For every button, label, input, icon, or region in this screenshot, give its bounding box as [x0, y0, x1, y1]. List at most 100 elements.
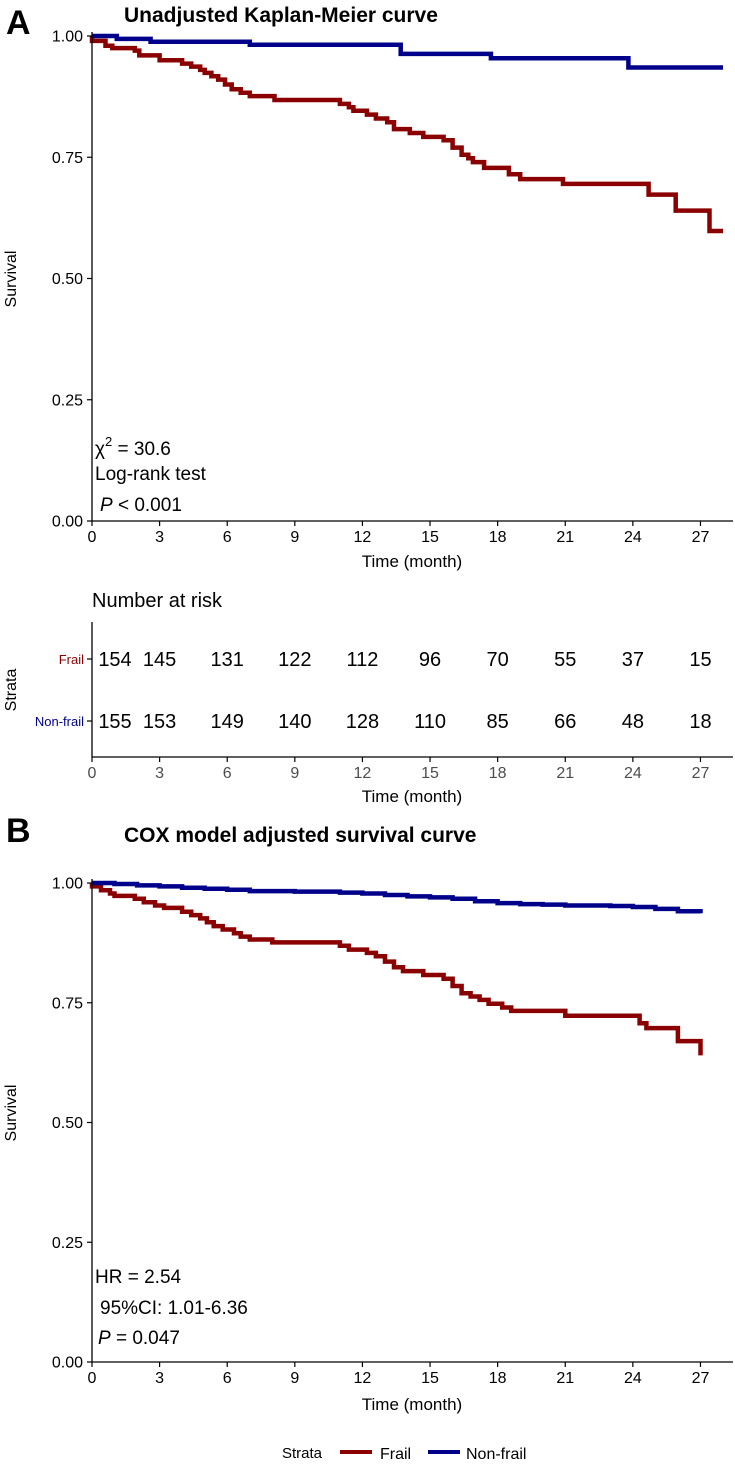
panel-b-y-axis-title: Survival	[3, 1085, 20, 1142]
legend-title: Strata	[282, 1445, 323, 1462]
x-tick-label: 9	[290, 1370, 299, 1387]
panel-b-letter: B	[6, 812, 31, 850]
legend-label-nonfrail: Non-frail	[466, 1446, 526, 1463]
risk-cell: 145	[143, 649, 176, 671]
p-value: < 0.001	[113, 495, 182, 516]
risk-cell: 155	[98, 711, 131, 733]
risk-cell: 96	[419, 649, 441, 671]
panel-a-x-axis-title: Time (month)	[362, 552, 462, 571]
confidence-interval-text: 95%CI: 1.01-6.36	[100, 1298, 248, 1319]
x-tick-label: 15	[421, 529, 439, 546]
risk-x-tick-label: 21	[556, 765, 574, 782]
risk-cell: 15	[689, 649, 711, 671]
risk-cell: 55	[554, 649, 576, 671]
chi-superscript: 2	[105, 434, 112, 449]
p-value: = 0.047	[111, 1328, 180, 1349]
legend: Strata Frail Non-frail	[282, 1445, 526, 1463]
panel-b: B COX model adjusted survival curve 0.00…	[3, 812, 733, 1414]
risk-cell: 37	[622, 649, 644, 671]
y-tick-label: 0.25	[52, 392, 83, 409]
legend-label-frail: Frail	[380, 1446, 411, 1463]
risk-x-tick-label: 6	[223, 765, 232, 782]
p-value-text: P < 0.001	[100, 495, 182, 516]
risk-x-tick-label: 18	[489, 765, 507, 782]
risk-cell: 110	[414, 711, 446, 733]
x-tick-label: 6	[223, 1370, 232, 1387]
risk-cell: 48	[622, 711, 644, 733]
y-tick-label: 0.50	[52, 271, 83, 288]
risk-x-tick-label: 15	[421, 765, 439, 782]
cox-plot: 0.00 0.25 0.50 0.75 1.00 0 3 6 9 12 15 18 21 24 27	[52, 876, 733, 1387]
risk-table-title: Number at risk	[92, 590, 223, 612]
panel-a-y-axis-title: Survival	[3, 251, 20, 308]
y-tick-label: 1.00	[52, 29, 83, 46]
risk-cell: 131	[211, 649, 244, 671]
risk-table-x-axis-title: Time (month)	[362, 787, 462, 806]
x-tick-label: 21	[556, 1370, 574, 1387]
series-line-frail	[89, 883, 703, 1056]
risk-x-tick-label: 0	[88, 765, 97, 782]
x-tick-label: 6	[223, 529, 232, 546]
chi-symbol: χ	[95, 439, 105, 460]
risk-cell: 122	[278, 649, 311, 671]
panel-a-letter: A	[6, 4, 31, 42]
x-tick-label: 27	[692, 529, 710, 546]
series-line-non-frail	[92, 880, 703, 914]
risk-cell: 128	[346, 711, 379, 733]
y-tick-label: 0.00	[52, 514, 83, 531]
panel-a: A Unadjusted Kaplan-Meier curve 0.00 0.25…	[3, 4, 733, 571]
risk-x-tick-label: 12	[354, 765, 372, 782]
x-tick-label: 3	[155, 1370, 164, 1387]
risk-x-tick-label: 9	[290, 765, 299, 782]
p-symbol: P	[98, 1328, 111, 1349]
chi-value: = 30.6	[112, 439, 171, 460]
risk-cell: 149	[211, 711, 244, 733]
series-line-frail	[89, 36, 723, 234]
x-tick-label: 24	[624, 529, 642, 546]
p-value-text: P = 0.047	[98, 1328, 180, 1349]
risk-row-label-frail: Frail	[59, 652, 84, 667]
risk-x-tick-label: 24	[624, 765, 642, 782]
risk-table-strata-title: Strata	[3, 669, 20, 712]
x-tick-label: 15	[421, 1370, 439, 1387]
risk-x-tick-label: 27	[692, 765, 710, 782]
risk-x-tick-label: 3	[155, 765, 164, 782]
km-plot: 0.00 0.25 0.50 0.75 1.00 0 3 6 9 12 15 18 21 24 27	[52, 29, 733, 546]
y-tick-label: 1.00	[52, 876, 83, 893]
risk-cell: 154	[98, 649, 131, 671]
risk-table: Number at risk Strata Frail 154 145 131 122 1…	[3, 590, 733, 806]
panel-b-x-axis-title: Time (month)	[362, 1395, 462, 1414]
cox-annotation: HR = 2.54 95%CI: 1.01-6.36 P = 0.047	[95, 1267, 248, 1349]
y-tick-label: 0.50	[52, 1115, 83, 1132]
risk-cell: 112	[346, 649, 378, 671]
risk-cell: 153	[143, 711, 176, 733]
x-tick-label: 24	[624, 1370, 642, 1387]
logrank-annotation: χ2 = 30.6 Log-rank test P < 0.001	[95, 434, 207, 516]
x-tick-label: 18	[489, 1370, 507, 1387]
x-tick-label: 18	[489, 529, 507, 546]
x-tick-label: 12	[354, 529, 372, 546]
x-tick-label: 27	[692, 1370, 710, 1387]
risk-row-label-non-frail: Non-frail	[35, 714, 84, 729]
x-tick-label: 0	[88, 1370, 97, 1387]
panel-a-title: Unadjusted Kaplan-Meier curve	[124, 4, 438, 27]
x-tick-label: 9	[290, 529, 299, 546]
risk-cell: 140	[278, 711, 311, 733]
risk-cell: 18	[689, 711, 711, 733]
panel-b-title: COX model adjusted survival curve	[124, 824, 476, 847]
p-symbol: P	[100, 495, 113, 516]
y-tick-label: 0.00	[52, 1355, 83, 1372]
x-tick-label: 21	[556, 529, 574, 546]
chi-square-text: χ2 = 30.6	[95, 434, 171, 460]
y-tick-label: 0.75	[52, 995, 83, 1012]
series-line-non-frail	[92, 33, 723, 70]
x-tick-label: 0	[88, 529, 97, 546]
y-tick-label: 0.25	[52, 1235, 83, 1252]
hazard-ratio-text: HR = 2.54	[95, 1267, 182, 1288]
logrank-test-label: Log-rank test	[95, 464, 207, 485]
x-tick-label: 12	[354, 1370, 372, 1387]
y-tick-label: 0.75	[52, 150, 83, 167]
risk-cell: 85	[487, 711, 509, 733]
